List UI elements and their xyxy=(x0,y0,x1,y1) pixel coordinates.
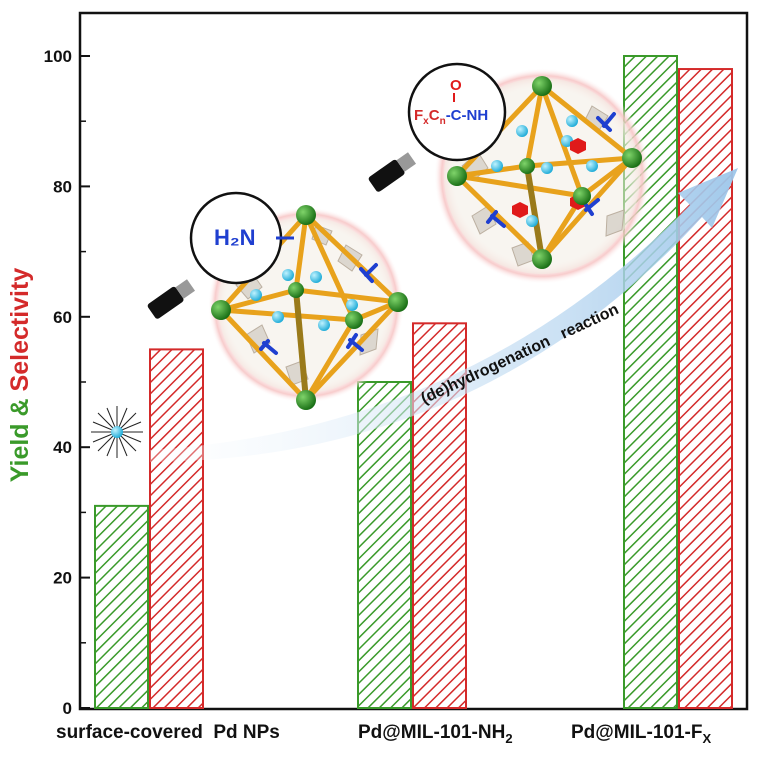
amide-oxygen-label: O xyxy=(450,77,462,94)
y-tick-label: 0 xyxy=(63,699,72,718)
amine-group-label: H₂N xyxy=(214,225,256,250)
bar-yield-0 xyxy=(94,504,149,709)
y-tick-label: 100 xyxy=(44,47,72,66)
y-axis: 0 20 40 60 80 100 xyxy=(44,47,90,718)
y-tick-label: 80 xyxy=(53,177,72,196)
magnifier-handle-icon xyxy=(147,279,196,319)
magnifier-handle-icon xyxy=(368,152,417,192)
mof-crystal-fluorinated-icon: O FxCn-C-NH xyxy=(368,62,650,284)
y-tick-label: 40 xyxy=(53,438,72,457)
bar-selectivity-2 xyxy=(678,68,733,710)
category-label-surface-covered: surface-covered Pd NPs xyxy=(56,722,280,743)
y-tick-label: 60 xyxy=(53,308,72,327)
category-label-nh2: Pd@MIL-101-NH2 xyxy=(358,722,513,746)
y-axis-title-yield: Yield xyxy=(6,423,34,482)
y-axis-title: Yield & Selectivity xyxy=(6,268,34,483)
mof-crystal-amine-icon: H₂N xyxy=(147,191,408,410)
bar-yield-1 xyxy=(357,381,412,709)
pd-nanoparticle-icon xyxy=(91,406,143,458)
y-axis-title-selectivity: Selectivity xyxy=(6,268,34,392)
bar-selectivity-0 xyxy=(149,348,204,709)
amide-group-label: FxCn-C-NH xyxy=(414,107,488,127)
y-tick-label: 20 xyxy=(53,569,72,588)
bars xyxy=(94,55,733,710)
y-axis-title-amp: & xyxy=(6,391,34,423)
category-label-fx: Pd@MIL-101-FX xyxy=(571,722,711,746)
